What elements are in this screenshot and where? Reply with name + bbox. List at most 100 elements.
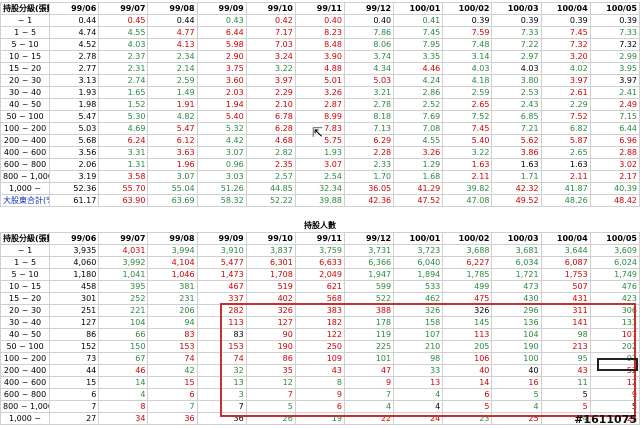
table-cell[interactable]: 7 [245,388,296,401]
table-cell[interactable]: 6,366 [343,256,395,269]
table-cell[interactable]: 41.87 [540,182,591,195]
table-cell[interactable]: 3.07 [147,170,198,183]
table-cell[interactable]: 519 [245,280,296,293]
table-cell[interactable]: 0.39 [491,14,542,27]
table-cell[interactable]: 9 [589,388,640,401]
table-cell[interactable]: 1.91 [147,98,198,111]
table-cell[interactable]: 4.68 [245,134,296,147]
table-cell[interactable]: 6.44 [589,122,640,135]
table-cell[interactable]: 467 [196,280,247,293]
table-cell[interactable]: 9 [294,388,345,401]
table-cell[interactable]: 61.17 [49,194,100,207]
table-cell[interactable]: 39.82 [442,182,493,195]
table-cell[interactable]: 205 [442,340,493,353]
table-cell[interactable]: 63.90 [98,194,149,207]
table-cell[interactable]: 22 [343,412,395,425]
table-cell[interactable]: 5.01 [294,74,345,87]
table-cell[interactable]: 2.10 [245,98,296,111]
table-cell[interactable]: 122 [294,328,345,341]
table-cell[interactable]: 40 [491,364,542,377]
table-cell[interactable]: 1.63 [442,158,493,171]
table-cell[interactable]: 522 [343,292,395,305]
table-cell[interactable]: 153 [147,340,198,353]
table-cell[interactable]: 1.31 [98,158,149,171]
table-cell[interactable]: 40 [442,364,493,377]
table-cell[interactable]: 3.58 [98,170,149,183]
table-cell[interactable]: 3.14 [442,50,493,63]
table-cell[interactable]: 190 [245,340,296,353]
table-cell[interactable]: 127 [245,316,296,329]
table-cell[interactable]: 2.77 [49,62,100,75]
table-cell[interactable]: 94 [147,316,198,329]
table-cell[interactable]: 2,049 [294,268,345,281]
table-cell[interactable]: 6,633 [294,256,345,269]
table-cell[interactable]: 4 [393,388,444,401]
table-cell[interactable]: 2.53 [491,86,542,99]
table-cell[interactable]: 98 [393,352,444,365]
table-cell[interactable]: 1,708 [245,268,296,281]
table-cell[interactable]: 8.18 [343,110,395,123]
table-cell[interactable]: 462 [393,292,444,305]
table-cell[interactable]: 2.54 [294,170,345,183]
table-cell[interactable]: 4.88 [294,62,345,75]
table-cell[interactable]: 1.65 [98,86,149,99]
table-cell[interactable]: 6 [442,388,493,401]
table-cell[interactable]: 4.03 [98,38,149,51]
table-cell[interactable]: 7.21 [491,122,542,135]
table-cell[interactable]: 0.44 [49,14,100,27]
table-cell[interactable]: 11 [540,376,591,389]
table-cell[interactable]: 13 [196,376,247,389]
table-cell[interactable]: 6 [49,388,100,401]
table-cell[interactable]: 4 [491,400,542,413]
table-cell[interactable]: 2.17 [589,170,640,183]
table-cell[interactable]: 104 [98,316,149,329]
table-cell[interactable]: 7.22 [491,38,542,51]
table-cell[interactable]: 141 [540,316,591,329]
table-cell[interactable]: 52.22 [245,194,296,207]
table-cell[interactable]: 4.55 [98,26,149,39]
table-cell[interactable]: 7.13 [343,122,395,135]
table-cell[interactable]: 4.55 [393,134,444,147]
table-cell[interactable]: 7.86 [343,26,395,39]
table-cell[interactable]: 4.34 [343,62,395,75]
table-cell[interactable]: 1.63 [491,158,542,171]
table-cell[interactable]: 8.99 [294,110,345,123]
table-cell[interactable]: 12 [589,376,640,389]
table-cell[interactable]: 6,087 [540,256,591,269]
table-cell[interactable]: 3.26 [393,146,444,159]
table-cell[interactable]: 3.19 [49,170,100,183]
table-cell[interactable]: 182 [294,316,345,329]
table-cell[interactable]: 2.43 [491,98,542,111]
table-cell[interactable]: 7.48 [442,38,493,51]
table-cell[interactable]: 3.03 [196,170,247,183]
table-cell[interactable]: 6.24 [98,134,149,147]
table-cell[interactable]: 36 [147,412,198,425]
table-cell[interactable]: 1.49 [147,86,198,99]
table-cell[interactable]: 5.87 [540,134,591,147]
table-cell[interactable]: 32.34 [294,182,345,195]
table-cell[interactable]: 301 [49,292,100,305]
table-cell[interactable]: 3.90 [294,50,345,63]
table-cell[interactable]: 3.22 [245,62,296,75]
table-cell[interactable]: 4,060 [49,256,100,269]
table-cell[interactable]: 2.90 [196,50,247,63]
table-cell[interactable]: 1.94 [196,98,247,111]
table-cell[interactable]: 2.86 [393,86,444,99]
table-cell[interactable]: 7.08 [393,122,444,135]
table-cell[interactable]: 2.59 [442,86,493,99]
table-cell[interactable]: 0.42 [245,14,296,27]
table-cell[interactable]: 5.40 [442,134,493,147]
table-cell[interactable]: 473 [491,280,542,293]
table-cell[interactable]: 3.56 [49,146,100,159]
table-cell[interactable]: 2.82 [245,146,296,159]
table-cell[interactable]: 3.20 [540,50,591,63]
table-cell[interactable]: 250 [294,340,345,353]
table-cell[interactable]: 3,935 [49,244,100,257]
table-cell[interactable]: 2.65 [540,146,591,159]
table-cell[interactable]: 0.44 [147,14,198,27]
table-cell[interactable]: 2.34 [147,50,198,63]
table-cell[interactable]: 6.96 [589,134,640,147]
table-cell[interactable]: 599 [343,280,395,293]
table-cell[interactable]: 3.95 [589,62,640,75]
table-cell[interactable]: 210 [393,340,444,353]
